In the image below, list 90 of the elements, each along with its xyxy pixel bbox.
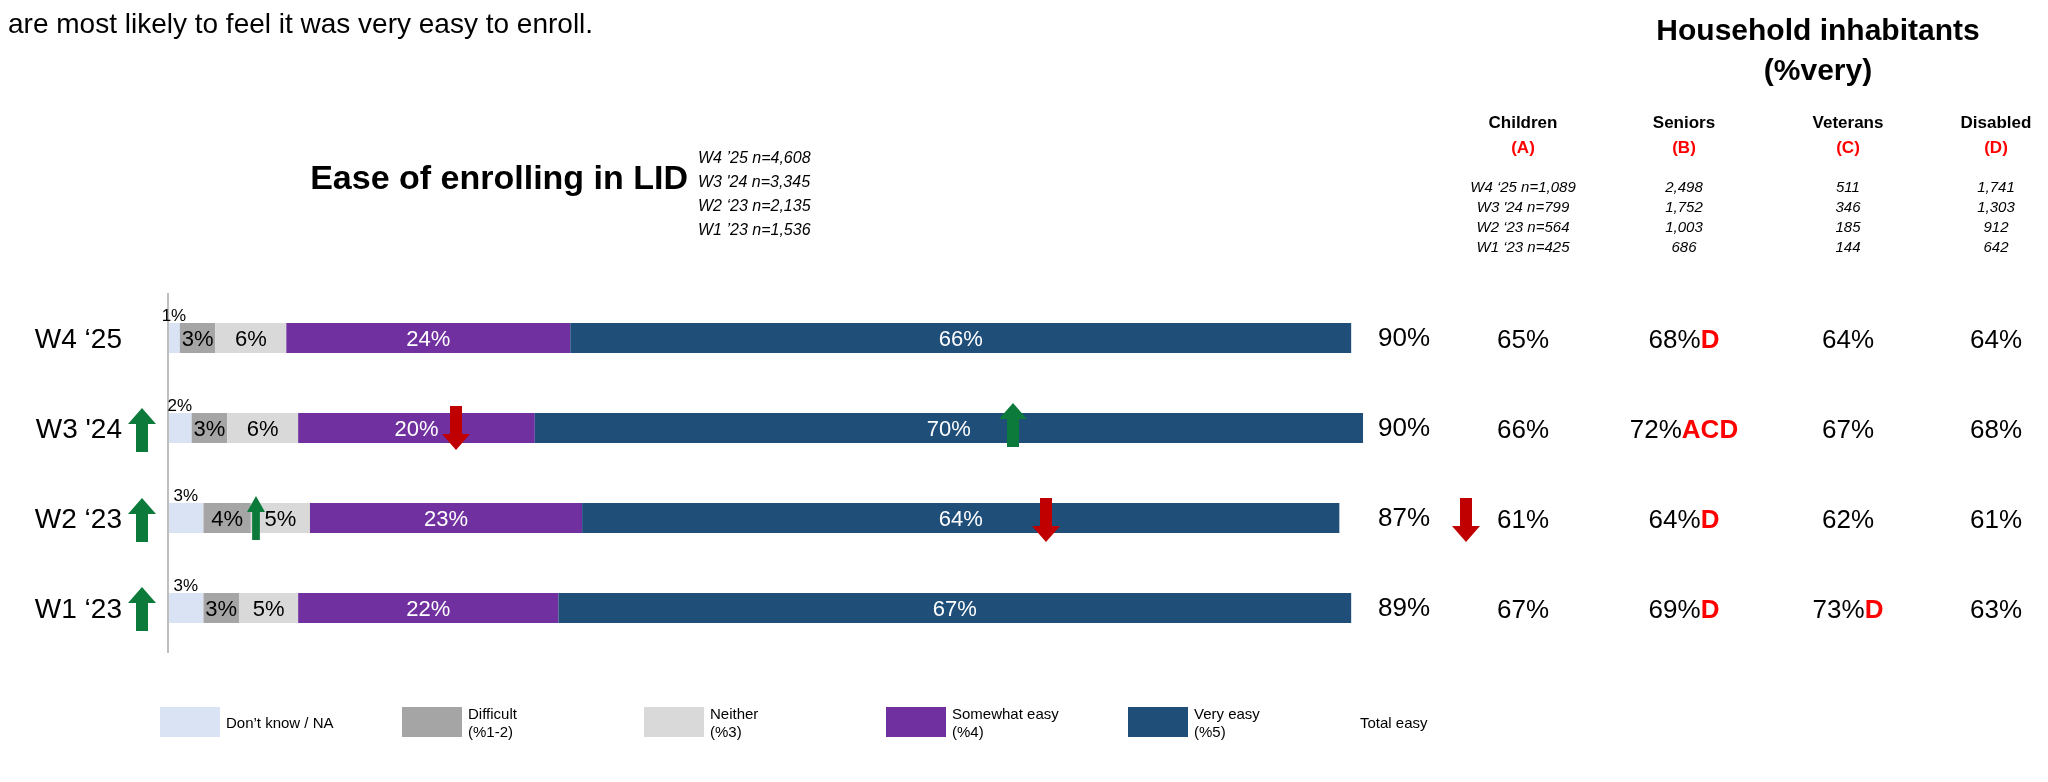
text: Total easy	[1360, 714, 1429, 731]
text: 144	[1834, 238, 1862, 255]
bar	[309, 503, 583, 533]
text: 63%	[1968, 594, 2023, 625]
data-label: 1%	[161, 306, 187, 325]
text: 642	[1982, 238, 2010, 255]
legend-label: Neither (%3)	[710, 705, 759, 740]
text: 90%	[1378, 322, 1431, 353]
text: 1,752	[1664, 198, 1704, 215]
text: W2 ‘23 n=2,135	[698, 196, 811, 216]
text: 185	[1834, 218, 1862, 235]
text: 511	[1835, 178, 1861, 195]
legend-label: Difficult (%1-2)	[468, 705, 518, 740]
data-label: 66%	[938, 325, 983, 351]
y-tick-label: W1 ‘23	[34, 592, 122, 624]
text: 912	[1982, 218, 2010, 235]
text: W1 ’23 n=1,536	[698, 220, 811, 240]
data-label: 4%	[211, 505, 244, 531]
text: W2 ‘23 n=564	[1475, 218, 1571, 235]
text: Household inhabitants (%very)	[1655, 12, 1981, 88]
text: 346	[1834, 198, 1862, 215]
legend-label: Very easy (%5)	[1194, 705, 1261, 740]
chart-title: Ease of enrolling in LID	[309, 158, 688, 197]
text: W4 ‘25 n=1,089	[1469, 178, 1577, 195]
data-label: 5%	[264, 505, 297, 531]
text: (D)	[1983, 138, 2009, 158]
text: 61%	[1968, 504, 2023, 535]
text: 1,003	[1664, 218, 1704, 235]
text: W4 ’25 n=4,608	[698, 148, 811, 168]
data-label: 3%	[173, 576, 199, 595]
text: 73%D	[1811, 594, 1885, 625]
text: Children	[1487, 113, 1559, 133]
text: 67%	[1495, 594, 1550, 625]
text: (B)	[1671, 138, 1697, 158]
data-label: 2%	[167, 396, 193, 415]
text: 66%	[1495, 414, 1550, 445]
data-label: 64%	[938, 505, 983, 531]
text: 65%	[1495, 324, 1550, 355]
text: 686	[1670, 238, 1698, 255]
data-label: 3%	[181, 325, 214, 351]
bar	[168, 503, 204, 533]
y-tick-label: W4 ‘25	[34, 322, 122, 354]
bar	[298, 593, 559, 623]
data-label: 22%	[406, 595, 451, 621]
text: W1 ‘23 n=425	[1475, 238, 1571, 255]
text: 64%	[1820, 324, 1875, 355]
bar	[286, 323, 571, 353]
text: 68%D	[1647, 324, 1721, 355]
legend-label: Don’t know / NA	[226, 714, 334, 731]
data-label: 70%	[926, 415, 971, 441]
text: (C)	[1835, 138, 1861, 158]
text: 64%D	[1647, 504, 1721, 535]
data-label: 3%	[205, 595, 238, 621]
data-label: 6%	[234, 325, 267, 351]
data-label: 5%	[252, 595, 285, 621]
legend-label: Somewhat easy (%4)	[952, 705, 1060, 740]
data-label: 3%	[193, 415, 226, 441]
text: 1,303	[1976, 198, 2016, 215]
text: 2,498	[1664, 178, 1704, 195]
data-label: 23%	[424, 505, 469, 531]
bar	[570, 323, 1352, 353]
text: 62%	[1820, 504, 1875, 535]
text: Disabled	[1959, 113, 2033, 133]
text: 69%D	[1647, 594, 1721, 625]
text: (A)	[1510, 138, 1536, 158]
text: 87%	[1378, 502, 1431, 533]
data-label: 24%	[406, 325, 451, 351]
y-tick-label: W3 '24	[35, 412, 122, 444]
text: 90%	[1378, 412, 1431, 443]
bar	[558, 593, 1352, 623]
text: W3 '24 n=3,345	[698, 172, 811, 192]
data-label: 3%	[173, 486, 199, 505]
text: Veterans	[1811, 113, 1885, 133]
data-label: 67%	[932, 595, 977, 621]
text: are most likely to feel it was very easy to enroll.	[8, 8, 594, 40]
text: 1,741	[1976, 178, 2016, 195]
bar	[168, 413, 192, 443]
data-label: 20%	[394, 415, 439, 441]
bar	[168, 323, 180, 353]
data-label: 6%	[246, 415, 279, 441]
text: 68%	[1968, 414, 2023, 445]
text: 72%ACD	[1628, 414, 1740, 445]
text: 89%	[1378, 592, 1431, 623]
bar	[168, 593, 204, 623]
text: W3 '24 n=799	[1475, 198, 1571, 215]
text: 67%	[1820, 414, 1875, 445]
text: 61%	[1495, 504, 1550, 535]
text: Seniors	[1651, 113, 1717, 133]
y-tick-label: W2 ‘23	[34, 502, 122, 534]
text: 64%	[1968, 324, 2023, 355]
